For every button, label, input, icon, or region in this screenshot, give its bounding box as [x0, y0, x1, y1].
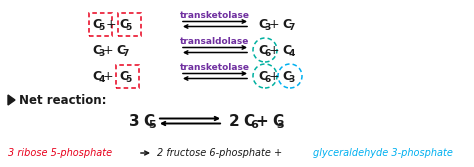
Text: $\mathbf{C}$: $\mathbf{C}$: [282, 43, 292, 56]
Text: $\mathbf{3}$: $\mathbf{3}$: [264, 21, 272, 32]
Text: $\mathbf{6}$: $\mathbf{6}$: [264, 47, 272, 58]
Text: $\mathbf{7}$: $\mathbf{7}$: [288, 21, 296, 32]
Text: $\mathbf{6}$: $\mathbf{6}$: [250, 119, 259, 130]
Text: $\mathbf{6}$: $\mathbf{6}$: [264, 73, 272, 84]
Text: $+$: $+$: [268, 18, 280, 31]
Text: $\mathbf{+\ C}$: $\mathbf{+\ C}$: [255, 113, 285, 129]
Text: $\mathbf{C}$: $\mathbf{C}$: [92, 43, 102, 56]
Text: $\mathbf{5}$: $\mathbf{5}$: [125, 73, 133, 84]
Text: $\mathbf{C}$: $\mathbf{C}$: [258, 18, 268, 31]
Text: transketolase: transketolase: [180, 62, 250, 71]
Polygon shape: [8, 95, 15, 105]
Text: $\mathbf{3}$: $\mathbf{3}$: [98, 47, 106, 58]
Text: $\mathbf{C}$: $\mathbf{C}$: [92, 69, 102, 82]
Text: transketolase: transketolase: [180, 11, 250, 20]
Text: 2 fructose 6-phosphate +: 2 fructose 6-phosphate +: [157, 148, 282, 158]
Text: $\mathbf{C}$: $\mathbf{C}$: [258, 43, 268, 56]
Text: $\mathbf{2\ C}$: $\mathbf{2\ C}$: [228, 113, 256, 129]
Text: $\mathbf{5}$: $\mathbf{5}$: [98, 21, 106, 32]
Text: $\mathbf{3\ C}$: $\mathbf{3\ C}$: [128, 113, 156, 129]
Text: $\mathbf{4}$: $\mathbf{4}$: [288, 47, 296, 58]
Text: $\mathbf{C}$: $\mathbf{C}$: [258, 69, 268, 82]
Text: $\mathbf{C}$: $\mathbf{C}$: [282, 18, 292, 31]
Text: transaldolase: transaldolase: [180, 37, 250, 45]
Text: $\mathbf{4}$: $\mathbf{4}$: [98, 73, 106, 84]
Text: $+$: $+$: [268, 43, 280, 56]
Text: $\mathbf{C}$: $\mathbf{C}$: [116, 43, 127, 56]
Text: 3 ribose 5-phosphate: 3 ribose 5-phosphate: [8, 148, 112, 158]
Text: $\mathbf{3}$: $\mathbf{3}$: [276, 119, 285, 130]
Text: $\mathbf{C}$: $\mathbf{C}$: [119, 18, 129, 31]
Text: $+$: $+$: [102, 69, 114, 82]
Text: glyceraldehyde 3-phosphate: glyceraldehyde 3-phosphate: [313, 148, 453, 158]
Text: $\mathbf{5}$: $\mathbf{5}$: [125, 21, 133, 32]
Text: $\mathbf{C}$: $\mathbf{C}$: [119, 69, 129, 82]
Text: $\mathbf{7}$: $\mathbf{7}$: [122, 47, 129, 58]
Text: $+$: $+$: [102, 43, 114, 56]
Text: $\mathbf{5}$: $\mathbf{5}$: [148, 119, 157, 130]
Text: $+$: $+$: [105, 18, 117, 31]
Text: $+$: $+$: [268, 69, 280, 82]
Text: Net reaction:: Net reaction:: [19, 94, 107, 107]
Text: $\mathbf{3}$: $\mathbf{3}$: [288, 73, 295, 84]
Text: $\mathbf{C}$: $\mathbf{C}$: [282, 69, 292, 82]
Text: $\mathbf{C}$: $\mathbf{C}$: [92, 18, 102, 31]
